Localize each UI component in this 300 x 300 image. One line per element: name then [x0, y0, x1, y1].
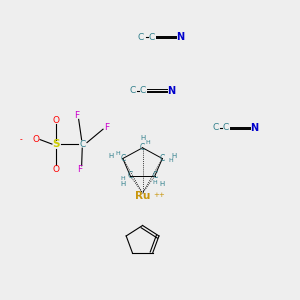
- Text: H: H: [153, 180, 157, 185]
- Text: S: S: [52, 139, 60, 149]
- Text: Ru: Ru: [135, 191, 150, 201]
- Text: C: C: [160, 154, 165, 163]
- Text: N: N: [176, 32, 184, 42]
- Text: C: C: [223, 123, 229, 132]
- Text: H: H: [108, 153, 113, 159]
- Text: H: H: [120, 176, 125, 181]
- Text: O: O: [32, 135, 39, 144]
- Text: H: H: [160, 181, 165, 187]
- Text: C: C: [129, 86, 135, 95]
- Text: H: H: [172, 153, 177, 159]
- Text: C: C: [152, 172, 158, 181]
- Text: N: N: [167, 85, 175, 96]
- Text: -: -: [19, 135, 22, 144]
- Text: C: C: [138, 33, 144, 42]
- Text: C: C: [140, 143, 145, 152]
- Text: C: C: [212, 123, 218, 132]
- Text: C: C: [120, 154, 125, 163]
- Text: ++: ++: [153, 192, 165, 198]
- Text: C: C: [80, 140, 86, 148]
- Text: C: C: [140, 86, 146, 95]
- Text: O: O: [53, 165, 60, 174]
- Text: F: F: [78, 165, 83, 174]
- Text: H: H: [120, 181, 126, 187]
- Text: C: C: [148, 33, 154, 42]
- Text: O: O: [53, 116, 60, 125]
- Text: C: C: [128, 172, 133, 181]
- Text: H: H: [116, 151, 120, 156]
- Text: F: F: [104, 123, 110, 132]
- Text: H: H: [145, 140, 150, 145]
- Text: N: N: [250, 123, 258, 133]
- Text: H: H: [140, 135, 145, 141]
- Text: F: F: [75, 111, 80, 120]
- Text: H: H: [168, 158, 173, 163]
